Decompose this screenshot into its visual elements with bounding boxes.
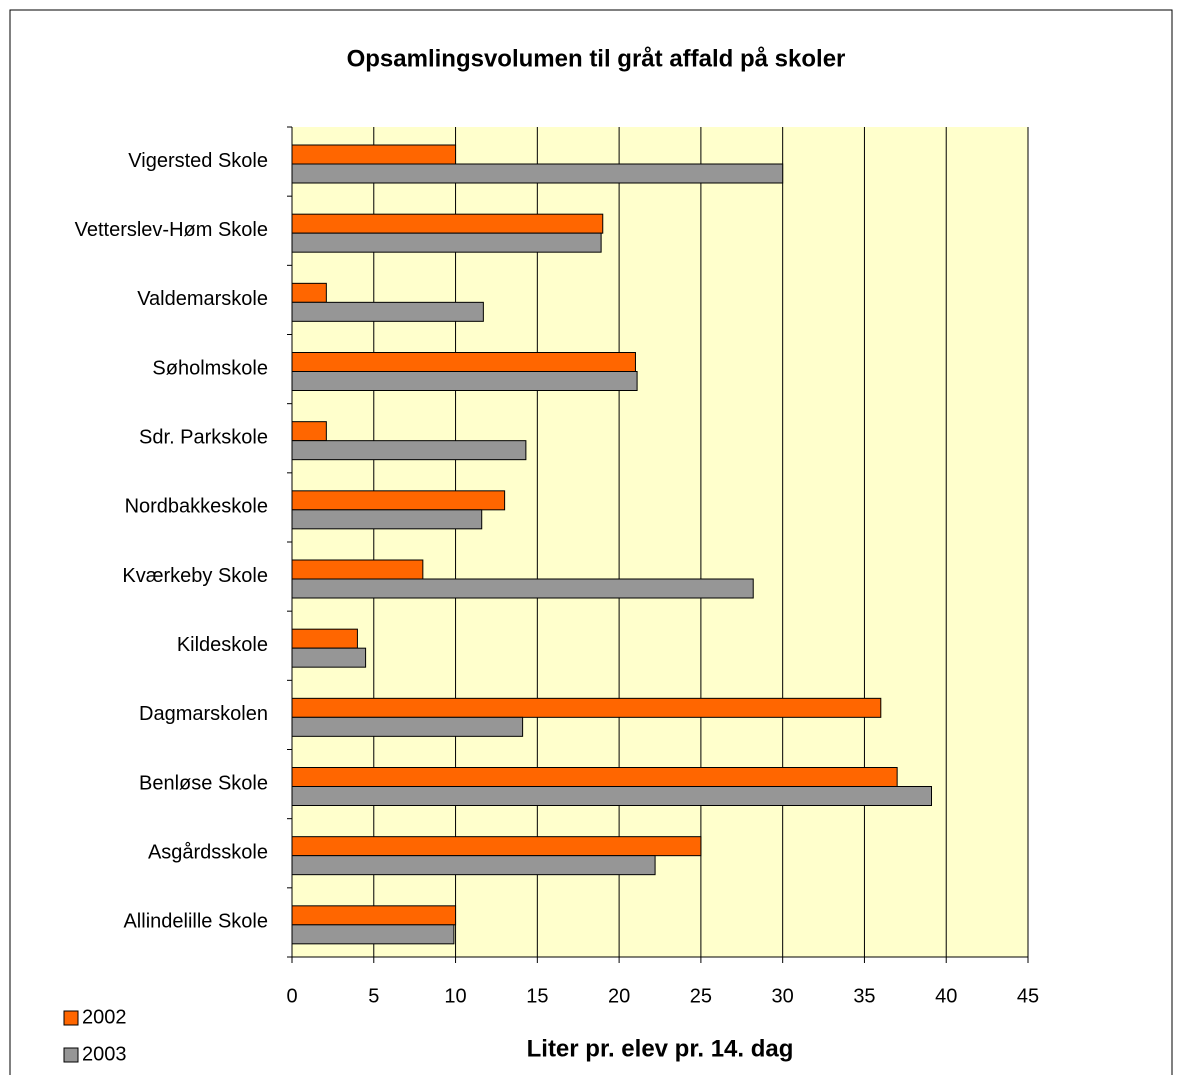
bar (291, 559, 424, 580)
x-tick-label: 20 (608, 985, 630, 1007)
x-tick-label: 25 (690, 985, 712, 1007)
y-tick-label: Vetterslev-Høm Skole (75, 219, 268, 241)
x-tick-label: 0 (286, 985, 297, 1007)
bar (291, 924, 455, 945)
bar (291, 144, 457, 165)
bar (291, 905, 457, 926)
legend-swatch (63, 1010, 79, 1026)
x-tick-label: 5 (368, 985, 379, 1007)
x-tick-label: 30 (772, 985, 794, 1007)
bar (291, 421, 327, 442)
bar (291, 786, 933, 806)
x-tick-label: 35 (853, 985, 875, 1007)
y-tick-label: Vigersted Skole (128, 150, 268, 172)
bar (291, 371, 638, 391)
y-tick-label: Nordbakkeskole (125, 496, 268, 518)
bar (291, 282, 327, 303)
bar (291, 578, 754, 599)
x-tick-label: 10 (444, 985, 466, 1007)
bar (291, 647, 367, 668)
bar (291, 232, 602, 253)
chart-title: Opsamlingsvolumen til gråt affald på sko… (347, 45, 846, 72)
y-tick-label: Valdemarskole (137, 288, 268, 310)
y-tick-label: Søholmskole (152, 357, 268, 379)
y-tick-label: Dagmarskolen (139, 703, 268, 725)
bar (291, 490, 506, 511)
plot-area (292, 127, 1028, 957)
bar (291, 855, 656, 876)
y-tick-label: Asgårdsskole (148, 842, 268, 864)
x-tick-label: 45 (1017, 985, 1039, 1007)
bar (291, 628, 358, 649)
bar (291, 213, 604, 234)
x-axis-label: Liter pr. elev pr. 14. dag (527, 1035, 794, 1062)
legend-label: 2003 (82, 1043, 127, 1065)
bar (291, 697, 882, 718)
y-tick-label: Sdr. Parkskole (139, 427, 268, 449)
bar (291, 716, 524, 737)
y-tick-label: Allindelille Skole (123, 911, 268, 933)
bar (291, 509, 483, 530)
legend-swatch (63, 1047, 79, 1063)
bar (291, 440, 527, 461)
y-tick-label: Kværkeby Skole (122, 565, 268, 587)
bar (291, 836, 702, 857)
x-tick-label: 15 (526, 985, 548, 1007)
x-tick-label: 40 (935, 985, 957, 1007)
bar (291, 163, 784, 184)
bar (291, 352, 636, 372)
bar (291, 301, 484, 322)
legend-label: 2002 (82, 1006, 127, 1028)
y-tick-label: Kildeskole (177, 634, 268, 656)
y-tick-label: Benløse Skole (139, 772, 268, 794)
bar (291, 767, 898, 787)
